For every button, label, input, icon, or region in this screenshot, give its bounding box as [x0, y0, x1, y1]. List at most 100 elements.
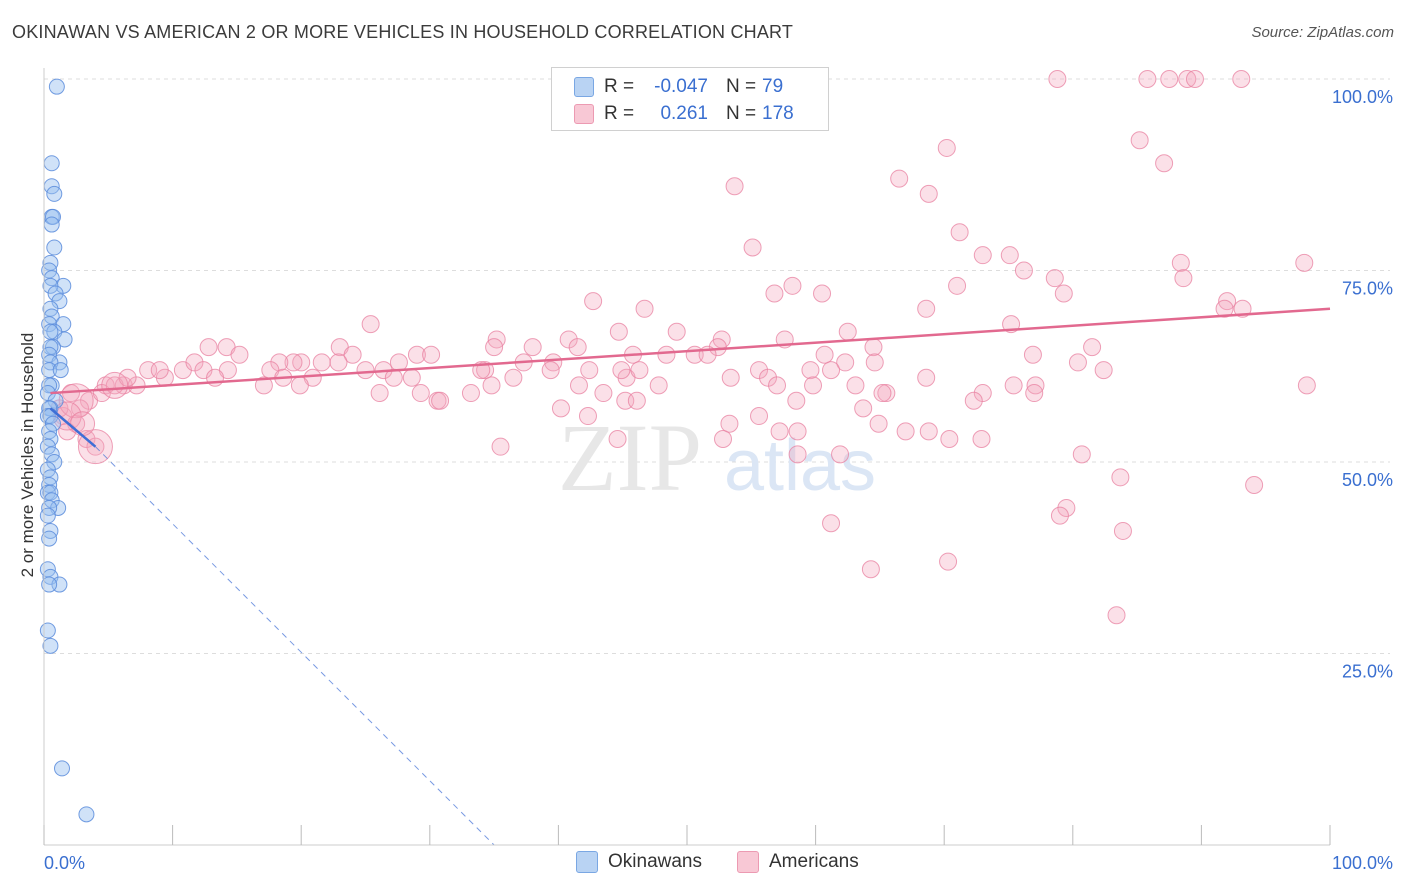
okinawan-point — [43, 216, 60, 233]
bottom-legend-label-okinawans: Okinawans — [608, 851, 702, 872]
american-point — [1050, 506, 1069, 525]
american-point — [1171, 253, 1190, 272]
american-point — [630, 361, 649, 380]
american-point — [788, 422, 807, 441]
legend-swatch-okinawans — [574, 77, 594, 97]
correlation-legend: R = -0.047 N = 79 R = 0.261 N = 178 — [551, 67, 829, 131]
okinawan-point — [39, 507, 56, 524]
american-point — [1113, 521, 1132, 540]
american-point — [361, 315, 380, 334]
american-point — [919, 422, 938, 441]
american-point — [1232, 70, 1251, 88]
legend-row-okinawans: R = -0.047 N = 79 — [574, 74, 783, 100]
american-point — [1174, 269, 1193, 288]
american-point — [1160, 70, 1179, 88]
american-point — [612, 361, 631, 380]
american-point — [657, 345, 676, 364]
american-point — [402, 368, 421, 387]
american-point — [1138, 70, 1157, 88]
american-point — [1130, 131, 1149, 150]
american-point — [389, 353, 408, 372]
okinawan-point — [45, 415, 62, 432]
american-point — [290, 376, 309, 395]
american-point — [482, 376, 501, 395]
okinawan-point — [46, 239, 63, 256]
american-point — [407, 345, 426, 364]
americans-trend-line — [50, 307, 1331, 395]
american-point — [370, 384, 389, 403]
american-point — [1057, 498, 1076, 517]
y-tick-label: 100.0% — [1332, 87, 1393, 107]
american-point — [770, 422, 789, 441]
american-point — [815, 345, 834, 364]
american-point — [804, 376, 823, 395]
american-point — [873, 384, 892, 403]
american-point — [461, 384, 480, 403]
american-point — [813, 284, 832, 303]
american-point — [822, 361, 841, 380]
american-point — [750, 407, 769, 426]
american-point — [1068, 353, 1087, 372]
american-point — [580, 361, 599, 380]
chart-title: OKINAWAN VS AMERICAN 2 OR MORE VEHICLES … — [12, 22, 794, 42]
american-point — [254, 376, 273, 395]
american-point — [940, 430, 959, 449]
bottom-legend-label-americans: Americans — [769, 851, 859, 872]
american-point — [864, 338, 883, 357]
american-point — [635, 299, 654, 318]
american-point — [720, 414, 739, 433]
american-point — [1025, 384, 1044, 403]
bottom-legend-okinawans: Okinawans — [576, 851, 702, 873]
x-tick-label: 0.0% — [44, 853, 85, 873]
american-point — [1111, 468, 1130, 487]
bottom-legend-swatch-americans — [737, 851, 759, 873]
american-point — [1155, 154, 1174, 173]
american-point — [199, 338, 218, 357]
american-point — [594, 384, 613, 403]
x-tick-label: 100.0% — [1332, 853, 1393, 873]
american-point — [846, 376, 865, 395]
okinawan-point — [42, 637, 59, 654]
american-point — [1297, 376, 1316, 395]
american-point — [343, 345, 362, 364]
american-point — [491, 437, 510, 456]
american-point — [627, 391, 646, 410]
okinawan-point — [48, 78, 65, 95]
american-point — [783, 276, 802, 295]
american-point — [70, 411, 96, 437]
legend-row-americans: R = 0.261 N = 178 — [574, 101, 794, 127]
trend-lines — [49, 307, 1331, 846]
american-point — [861, 560, 880, 579]
american-point — [838, 322, 857, 341]
american-point — [578, 407, 597, 426]
american-point — [649, 376, 668, 395]
okinawans-trend-line — [49, 407, 97, 448]
american-point — [230, 345, 249, 364]
american-point — [329, 353, 348, 372]
american-point — [1295, 253, 1314, 272]
american-point — [937, 138, 956, 157]
american-point — [877, 384, 896, 403]
legend-n-label: N = — [726, 103, 757, 124]
watermark: ZIP atlas — [558, 404, 876, 511]
american-point — [609, 322, 628, 341]
american-point — [896, 422, 915, 441]
american-point — [485, 338, 504, 357]
american-point — [1178, 70, 1197, 88]
american-point — [950, 223, 969, 242]
american-point — [1026, 376, 1045, 395]
american-point — [523, 338, 542, 357]
american-point — [1245, 475, 1264, 494]
okinawans-trend-extension — [95, 446, 495, 846]
american-point — [1048, 70, 1067, 88]
okinawan-point — [46, 185, 63, 202]
american-point — [312, 353, 331, 372]
grid-lines — [44, 78, 1390, 654]
legend-n-label: N = — [726, 76, 757, 97]
bottom-legend-americans: Americans — [737, 851, 859, 873]
american-point — [569, 376, 588, 395]
y-tick-label: 25.0% — [1342, 662, 1393, 682]
american-point — [1083, 338, 1102, 357]
american-point — [422, 345, 441, 364]
y-tick-label: 50.0% — [1342, 470, 1393, 490]
